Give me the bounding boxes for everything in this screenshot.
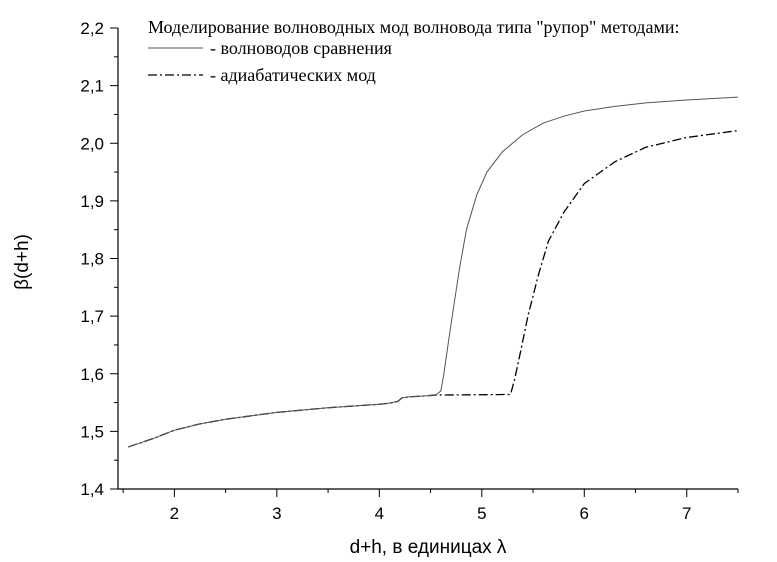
y-tick-label: 1,4 bbox=[80, 480, 104, 499]
y-tick-label: 2,0 bbox=[80, 134, 104, 153]
series-line-2 bbox=[128, 129, 739, 448]
x-tick-label: 3 bbox=[272, 504, 281, 523]
y-tick-label: 1,5 bbox=[80, 422, 104, 441]
legend: Моделирование волноводных мод волновода … bbox=[148, 17, 679, 85]
y-tick-label: 1,9 bbox=[80, 192, 104, 211]
x-tick-label: 6 bbox=[580, 504, 589, 523]
y-axis-title: β(d+h) bbox=[12, 234, 33, 290]
x-tick-label: 4 bbox=[375, 504, 384, 523]
x-tick-label: 2 bbox=[170, 504, 179, 523]
legend-title: Моделирование волноводных мод волновода … bbox=[148, 17, 679, 37]
x-axis-title: d+h, в единицах λ bbox=[350, 537, 507, 558]
y-tick-label: 2,1 bbox=[80, 77, 104, 96]
axes: 2 3 4 5 6 7 1,4 1,5 1,6 1,7 1,8 1,9 2,0 2,1 2,2 bbox=[80, 19, 739, 523]
legend-label-series-1: - волноводов сравнения bbox=[210, 38, 392, 58]
y-tick-label: 1,7 bbox=[80, 307, 104, 326]
legend-label-series-2: - адиабатических мод bbox=[210, 65, 376, 85]
y-tick-label: 1,8 bbox=[80, 250, 104, 269]
x-tick-label: 5 bbox=[477, 504, 486, 523]
plot-area bbox=[128, 96, 739, 448]
y-tick-label: 1,6 bbox=[80, 365, 104, 384]
y-tick-label: 2,2 bbox=[80, 19, 104, 38]
x-tick-label: 7 bbox=[682, 504, 691, 523]
series-line-1 bbox=[128, 96, 739, 448]
